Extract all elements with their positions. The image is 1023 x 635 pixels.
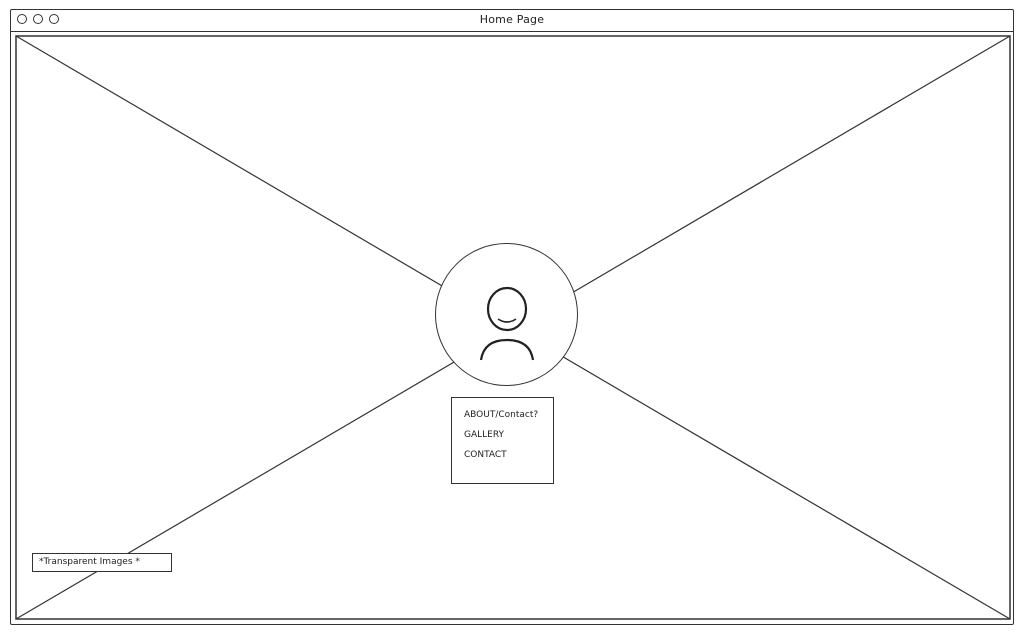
transparent-images-note: *Transparent Images * bbox=[32, 553, 172, 572]
nav-menu: ABOUT/Contact? GALLERY CONTACT bbox=[451, 397, 554, 484]
nav-item-contact[interactable]: CONTACT bbox=[464, 450, 507, 460]
nav-item-gallery[interactable]: GALLERY bbox=[464, 430, 505, 440]
window-controls bbox=[17, 14, 59, 24]
user-icon bbox=[479, 286, 535, 361]
nav-item-about[interactable]: ABOUT/Contact? bbox=[464, 410, 539, 420]
avatar bbox=[435, 243, 578, 386]
maximize-dot-icon[interactable] bbox=[49, 14, 59, 24]
window-title: Home Page bbox=[479, 13, 545, 26]
title-bar: Home Page bbox=[11, 10, 1013, 32]
minimize-dot-icon[interactable] bbox=[33, 14, 43, 24]
close-dot-icon[interactable] bbox=[17, 14, 27, 24]
